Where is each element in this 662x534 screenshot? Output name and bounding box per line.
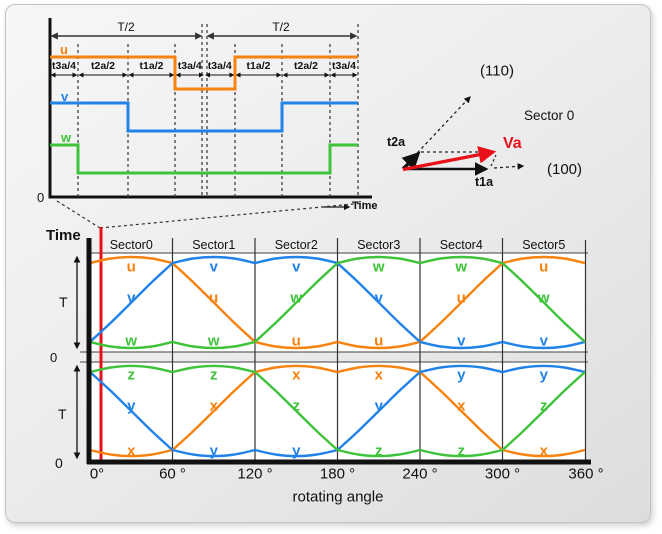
t2a-vector-arrow: [401, 151, 421, 171]
duty-curve-y: [89, 364, 586, 458]
timing-waveform-u: [50, 55, 358, 91]
duty-curve-w: [89, 255, 586, 350]
vector-110-arrow: [404, 96, 471, 167]
zoom-link-line: [56, 200, 101, 229]
zoom-link-line: [99, 202, 365, 229]
timing-axes: [48, 18, 372, 199]
duty-curve-v: [89, 255, 586, 350]
timing-waveform-v: [50, 101, 358, 133]
va-vector-arrow: [402, 146, 497, 172]
parallelogram-dash-right: [490, 154, 497, 167]
duty-curve-u: [89, 255, 586, 350]
vector-100-arrow: [493, 163, 525, 170]
duty-curve-z: [89, 364, 586, 458]
duty-curve-x: [89, 364, 586, 458]
timing-waveform-w: [50, 143, 358, 175]
